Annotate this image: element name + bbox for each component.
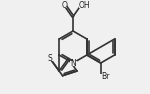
Text: O: O (61, 1, 67, 10)
Bar (61, 3, 68, 8)
Bar (79, 3, 90, 8)
Bar (69, 61, 76, 66)
Text: Br: Br (101, 72, 109, 81)
Text: N: N (70, 58, 76, 67)
Text: S: S (48, 54, 53, 63)
Bar (100, 74, 111, 79)
Bar (47, 56, 54, 61)
Text: OH: OH (78, 1, 90, 10)
